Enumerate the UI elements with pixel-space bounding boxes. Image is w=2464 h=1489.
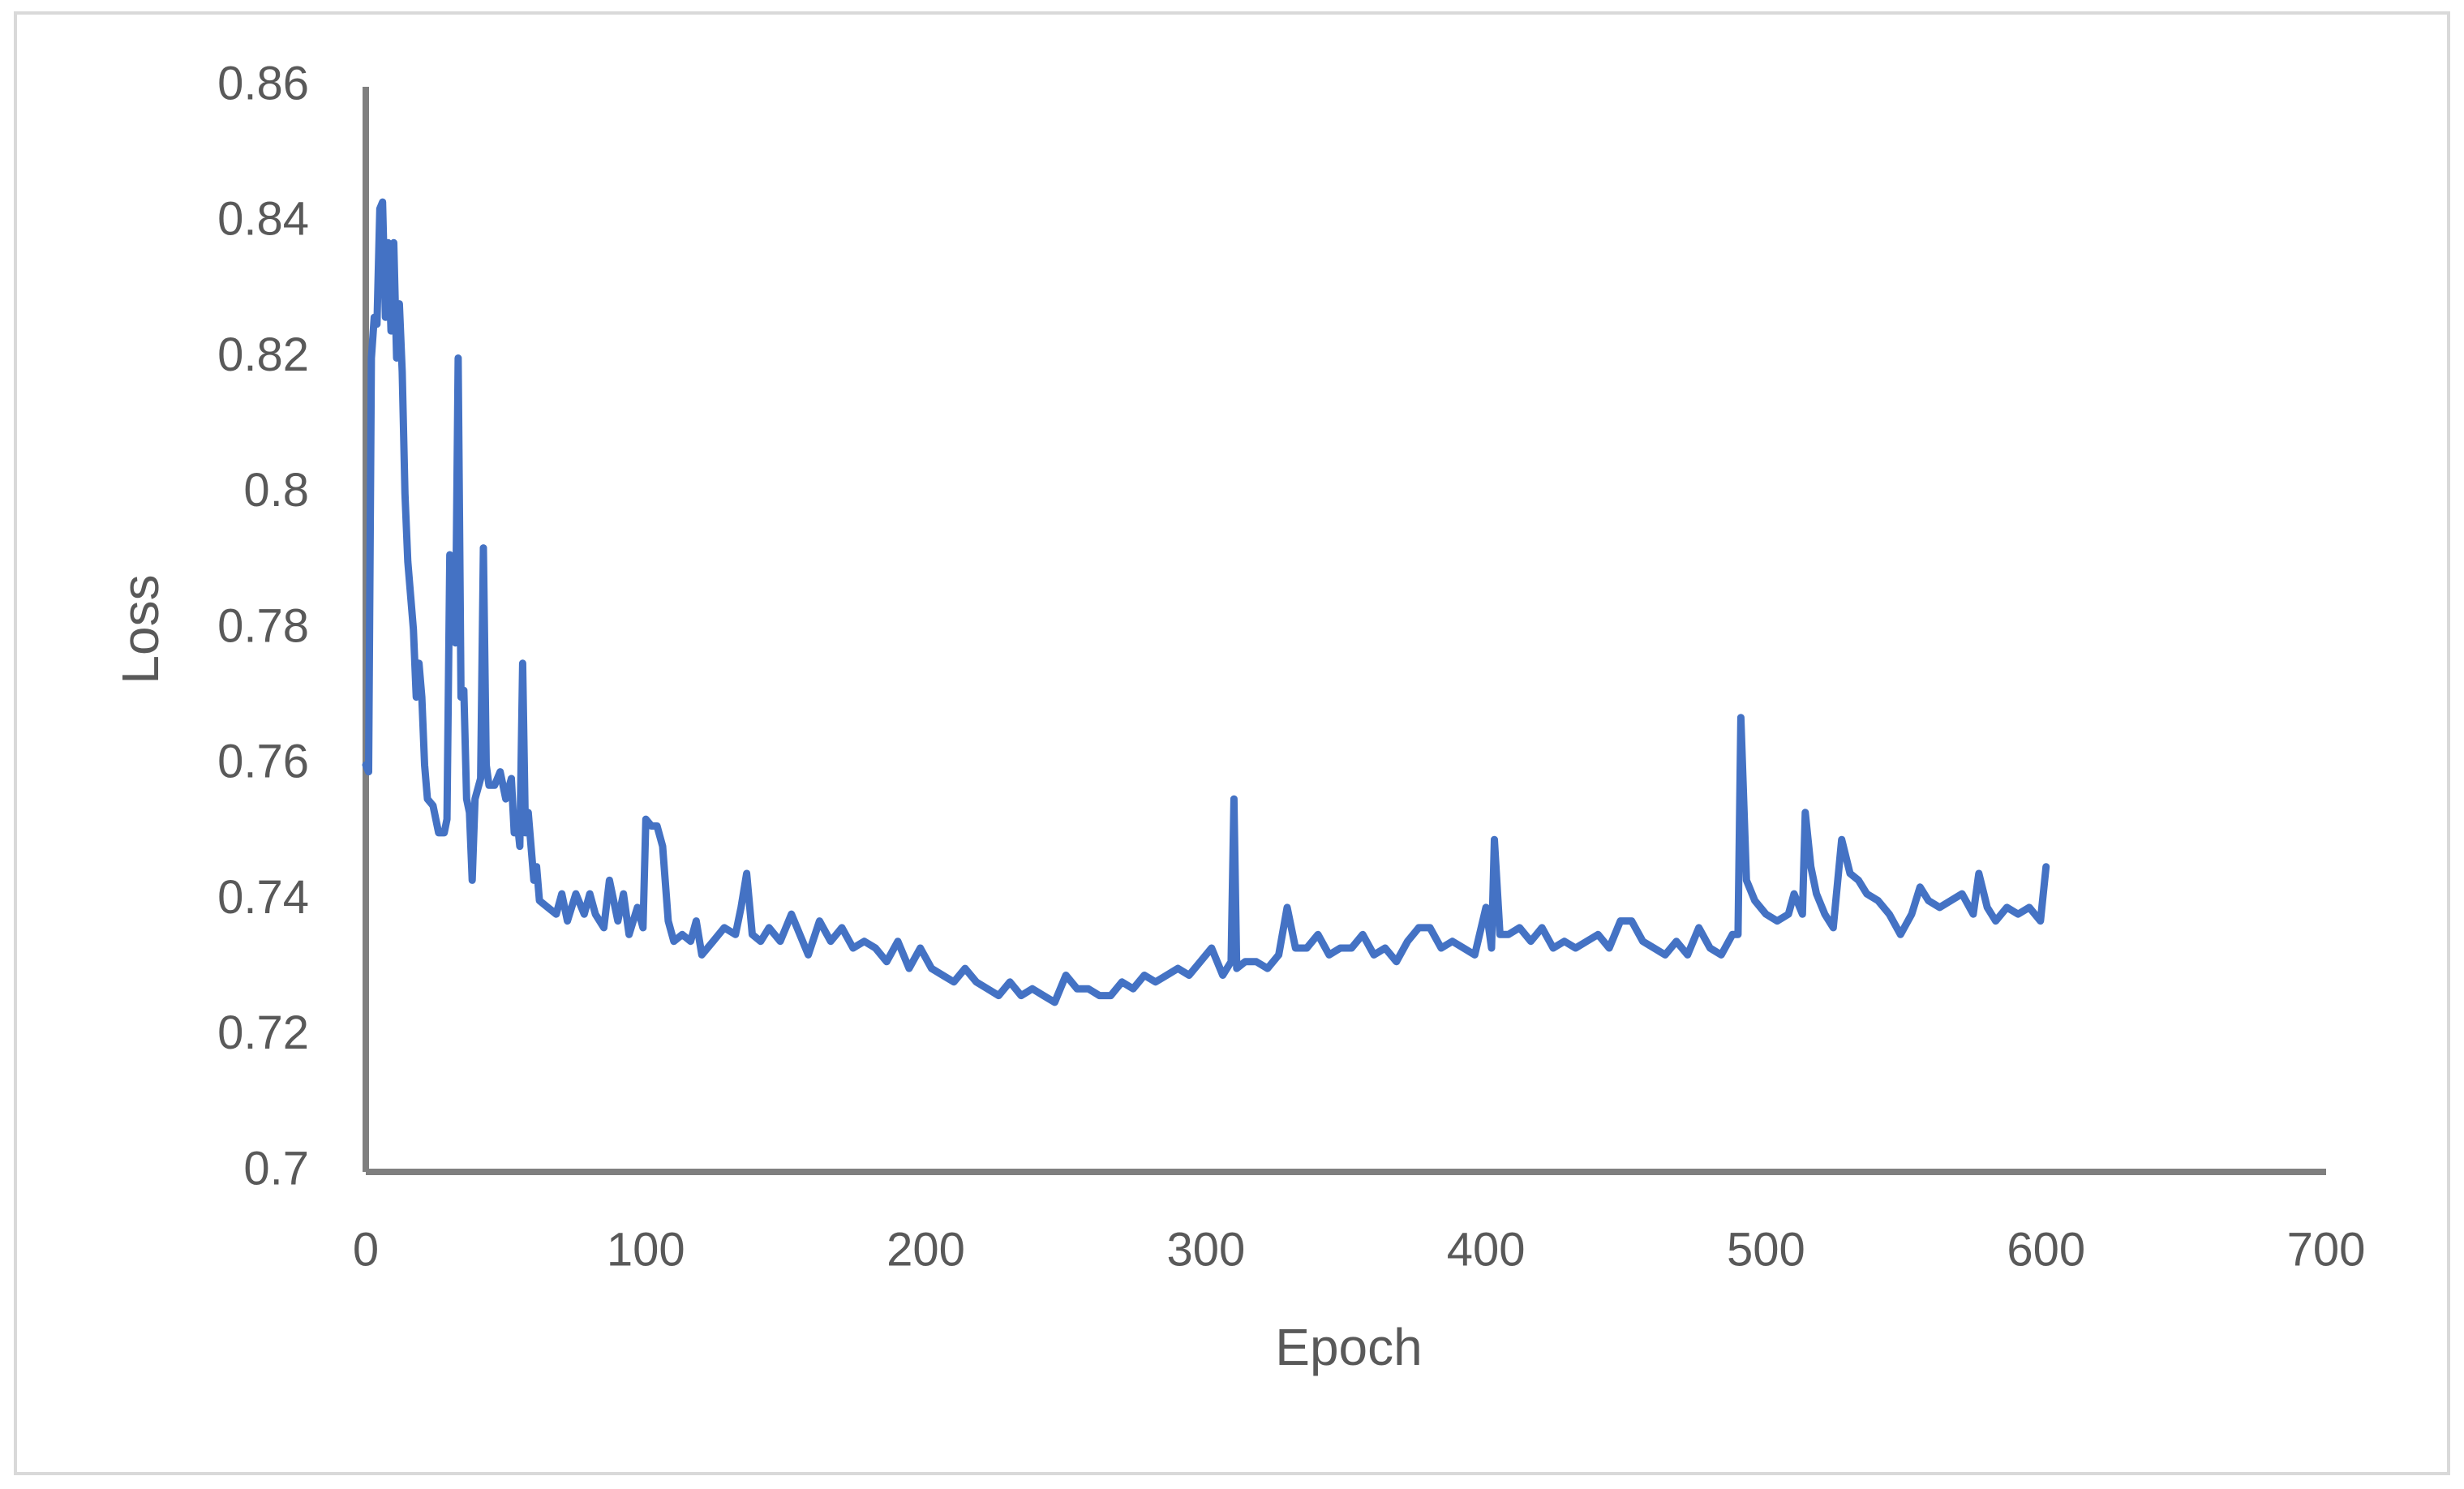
y-tick-label: 0.86 (217, 57, 309, 109)
x-tick-label: 500 (1727, 1223, 1805, 1276)
x-tick-label: 200 (886, 1223, 965, 1276)
y-tick-label: 0.78 (217, 599, 309, 652)
x-axis-title: Epoch (1275, 1318, 1422, 1376)
y-tick-label: 0.7 (243, 1142, 309, 1195)
y-tick-label: 0.82 (217, 328, 309, 381)
x-tick-label: 700 (2287, 1223, 2366, 1276)
x-tick-label: 0 (353, 1223, 379, 1276)
y-tick-label: 0.74 (217, 871, 309, 924)
x-tick-label: 600 (2007, 1223, 2085, 1276)
y-tick-label: 0.76 (217, 736, 309, 788)
y-tick-label: 0.72 (217, 1006, 309, 1059)
y-tick-label: 0.8 (243, 464, 309, 517)
x-tick-label: 400 (1447, 1223, 1526, 1276)
y-tick-label: 0.84 (217, 193, 309, 246)
y-axis-title: Loss (111, 574, 170, 684)
data-line (362, 198, 2050, 1006)
x-tick-label: 300 (1166, 1223, 1245, 1276)
x-tick-label: 100 (607, 1223, 685, 1276)
